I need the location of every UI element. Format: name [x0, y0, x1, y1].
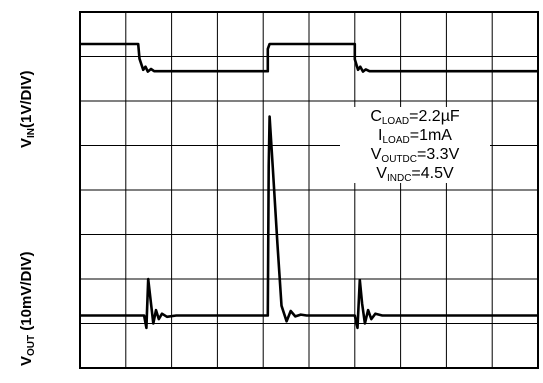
annotation-iload: ILOAD=1mA: [378, 127, 452, 146]
annotation-cload: CLOAD=2.2µF: [370, 108, 460, 127]
annotation-voutdc: VOUTDC=3.3V: [370, 146, 460, 165]
input-trace: [80, 42, 538, 73]
y-axis-label-vout: VOUT (10mV/DIV): [18, 251, 37, 366]
waveform-traces: [80, 42, 538, 330]
output-trace: [80, 115, 538, 330]
annotation-box: CLOAD=2.2µF ILOAD=1mA VOUTDC=3.3V VINDC=…: [340, 107, 490, 184]
y-axis-label-vin: VIN(1V/DIV): [18, 70, 37, 148]
annotation-vindc: VINDC=4.5V: [376, 165, 454, 184]
